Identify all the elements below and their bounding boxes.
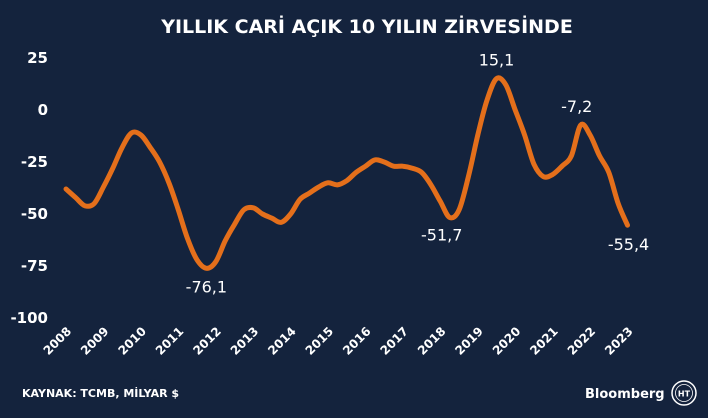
ht-logo-letters: HT [678,390,691,399]
data-label: -51,7 [421,226,462,245]
x-tick-label: 2011 [153,324,187,358]
y-axis: 25 0 -25 -50 -75 -100 [10,49,48,327]
x-tick-label: 2023 [602,324,636,358]
data-label: -55,4 [608,235,649,254]
x-tick-label: 2020 [490,324,524,358]
x-tick-label: 2019 [452,324,486,358]
y-tick-label: -25 [21,153,48,171]
bloomberg-logo: Bloomberg [585,387,665,402]
data-label: -76,1 [186,277,227,296]
y-tick-label: 25 [27,49,48,67]
y-tick-label: -100 [10,309,48,327]
x-tick-label: 2015 [303,324,337,358]
x-tick-label: 2017 [378,324,412,358]
ht-logo-icon: HT [671,380,697,406]
y-tick-label: -50 [21,205,48,223]
y-tick-label: -75 [21,257,48,275]
source-note: KAYNAK: TCMB, MİLYAR $ [22,386,179,400]
x-tick-label: 2016 [340,324,374,358]
x-tick-label: 2009 [78,324,112,358]
x-tick-label: 2018 [415,324,449,358]
x-tick-label: 2022 [565,324,599,358]
x-axis: 2008 2009 2010 2011 2012 2013 2014 2015 2016 2017… [41,324,636,358]
x-tick-label: 2008 [41,324,75,358]
x-tick-label: 2010 [115,324,149,358]
series-line [63,75,630,271]
chart-title: YILLIK CARİ AÇIK 10 YILIN ZİRVESİNDE [160,14,573,38]
data-label: -7,2 [561,97,592,116]
x-tick-label: 2021 [527,324,561,358]
x-tick-label: 2013 [228,324,262,358]
x-tick-label: 2014 [265,324,299,358]
data-label: 15,1 [479,51,515,70]
y-tick-label: 0 [38,101,48,119]
annotations: 15,1 -7,2 -76,1 -51,7 -55,4 [186,51,650,297]
x-tick-label: 2012 [190,324,224,358]
series-layer [63,75,630,271]
